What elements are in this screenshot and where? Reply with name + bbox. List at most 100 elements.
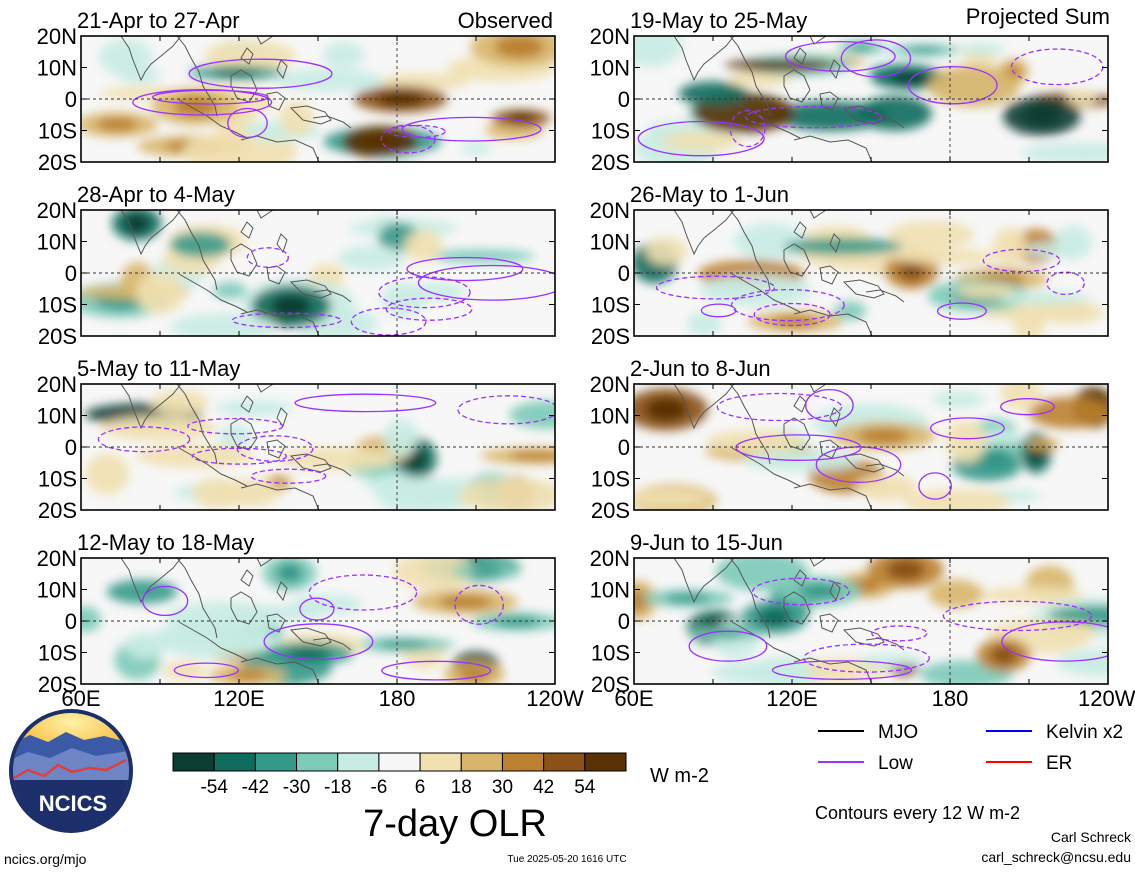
y-tick-label: 10S xyxy=(591,119,630,144)
colorbar-tick-label: 42 xyxy=(533,777,554,798)
map-panel: 21-Apr to 27-Apr xyxy=(77,8,556,163)
projected-label: Projected Sum xyxy=(966,4,1110,29)
chart-title: 7-day OLR xyxy=(363,803,547,845)
x-tick-label: 120W xyxy=(526,686,584,711)
legend-label: Kelvin x2 xyxy=(1046,722,1123,743)
y-tick-label: 20S xyxy=(591,498,630,523)
panel-period-label: 26-May to 1-Jun xyxy=(630,182,789,207)
y-tick-label: 20N xyxy=(37,198,77,223)
colorbar-swatch xyxy=(501,752,545,772)
y-tick-label: 20S xyxy=(38,672,77,697)
colorbar-swatch xyxy=(460,752,503,772)
footer-url[interactable]: ncics.org/mjo xyxy=(4,851,87,867)
y-tick-label: 0 xyxy=(618,261,630,286)
y-tick-label: 0 xyxy=(65,87,77,112)
y-tick-label: 20N xyxy=(37,546,77,571)
y-tick-label: 10N xyxy=(590,578,630,603)
footer-author: Carl Schreck xyxy=(1051,829,1132,845)
legend-label: ER xyxy=(1046,753,1072,774)
y-tick-label: 10S xyxy=(38,119,77,144)
colorbar-tick-label: -6 xyxy=(370,777,387,798)
footer-email[interactable]: carl_schreck@ncsu.edu xyxy=(981,849,1131,865)
colorbar-swatch xyxy=(419,752,462,772)
map-panel: 12-May to 18-May xyxy=(77,530,556,685)
x-tick-label: 60E xyxy=(61,686,100,711)
y-tick-label: 0 xyxy=(618,435,630,460)
colorbar-tick-label: -42 xyxy=(242,777,269,798)
colorbar: -54 -42 -30 -18 -6 6 18 30 42 54 xyxy=(172,752,627,798)
y-tick-label: 10S xyxy=(591,641,630,666)
map-panel: 5-May to 11-May xyxy=(77,356,556,511)
legend-label: Low xyxy=(878,753,913,774)
y-tick-label: 10S xyxy=(591,293,630,318)
y-tick-label: 0 xyxy=(65,261,77,286)
x-tick-label: 180 xyxy=(932,686,969,711)
colorbar-swatch xyxy=(337,752,380,772)
y-tick-label: 10S xyxy=(38,641,77,666)
panel-period-label: 28-Apr to 4-May xyxy=(77,182,235,207)
observed-label: Observed xyxy=(458,8,553,33)
colorbar-swatch xyxy=(172,752,215,772)
y-tick-label: 20S xyxy=(591,150,630,175)
y-tick-label: 10S xyxy=(38,467,77,492)
panel-period-label: 12-May to 18-May xyxy=(77,530,254,555)
y-tick-label: 10S xyxy=(38,293,77,318)
colorbar-tick-label: 30 xyxy=(492,777,513,798)
legend-label: MJO xyxy=(878,722,918,743)
legend: MJO Kelvin x2 Low ER xyxy=(818,722,1123,774)
colorbar-swatch xyxy=(213,752,256,772)
colorbar-swatch xyxy=(296,752,339,772)
map-panel: 26-May to 1-Jun xyxy=(630,182,1109,337)
y-tick-label: 20N xyxy=(590,24,630,49)
panel-period-label: 5-May to 11-May xyxy=(77,356,240,381)
x-tick-label: 60E xyxy=(614,686,653,711)
map-panel: 2-Jun to 8-Jun xyxy=(630,356,1109,511)
y-tick-label: 0 xyxy=(618,87,630,112)
colorbar-tick-label: 6 xyxy=(415,777,426,798)
y-tick-label: 20N xyxy=(590,546,630,571)
y-tick-label: 10N xyxy=(37,578,77,603)
contour-note: Contours every 12 W m-2 xyxy=(815,803,1020,823)
colorbar-tick-label: 54 xyxy=(574,777,596,798)
y-tick-label: 10N xyxy=(590,230,630,255)
footer-timestamp: Tue 2025-05-20 1616 UTC xyxy=(507,854,626,865)
panel-period-label: 19-May to 25-May xyxy=(630,8,807,33)
y-tick-label: 10N xyxy=(37,230,77,255)
y-tick-label: 0 xyxy=(618,609,630,634)
colorbar-swatch xyxy=(254,752,298,772)
x-tick-label: 120W xyxy=(1078,686,1135,711)
y-tick-label: 20S xyxy=(591,672,630,697)
y-tick-label: 20S xyxy=(38,150,77,175)
y-tick-label: 20N xyxy=(37,24,77,49)
panel-period-label: 9-Jun to 15-Jun xyxy=(630,530,783,555)
y-tick-label: 10N xyxy=(37,56,77,81)
colorbar-tick-label: 18 xyxy=(451,777,472,798)
colorbar-tick-label: -18 xyxy=(324,777,351,798)
y-tick-label: 20N xyxy=(37,372,77,397)
colorbar-tick-label: -54 xyxy=(200,777,228,798)
panel-period-label: 21-Apr to 27-Apr xyxy=(77,8,240,33)
units-label: W m-2 xyxy=(650,765,709,787)
x-tick-label: 120E xyxy=(766,686,817,711)
colorbar-swatch xyxy=(584,752,627,772)
y-tick-label: 20S xyxy=(38,324,77,349)
colorbar-swatch xyxy=(543,752,586,772)
y-tick-label: 0 xyxy=(65,609,77,634)
panel-period-label: 2-Jun to 8-Jun xyxy=(630,356,771,381)
y-tick-label: 20S xyxy=(38,498,77,523)
map-panel: 19-May to 25-May xyxy=(630,8,1109,163)
x-tick-label: 120E xyxy=(213,686,264,711)
y-tick-label: 0 xyxy=(65,435,77,460)
ncics-logo: NCICS xyxy=(9,709,133,833)
y-tick-label: 10S xyxy=(591,467,630,492)
map-panel: 28-Apr to 4-May xyxy=(77,182,556,337)
y-tick-label: 10N xyxy=(590,404,630,429)
logo-text: NCICS xyxy=(39,791,107,816)
colorbar-swatch xyxy=(378,752,421,772)
y-tick-label: 20S xyxy=(591,324,630,349)
y-tick-label: 10N xyxy=(590,56,630,81)
x-tick-label: 180 xyxy=(379,686,416,711)
y-tick-label: 10N xyxy=(37,404,77,429)
y-tick-label: 20N xyxy=(590,198,630,223)
